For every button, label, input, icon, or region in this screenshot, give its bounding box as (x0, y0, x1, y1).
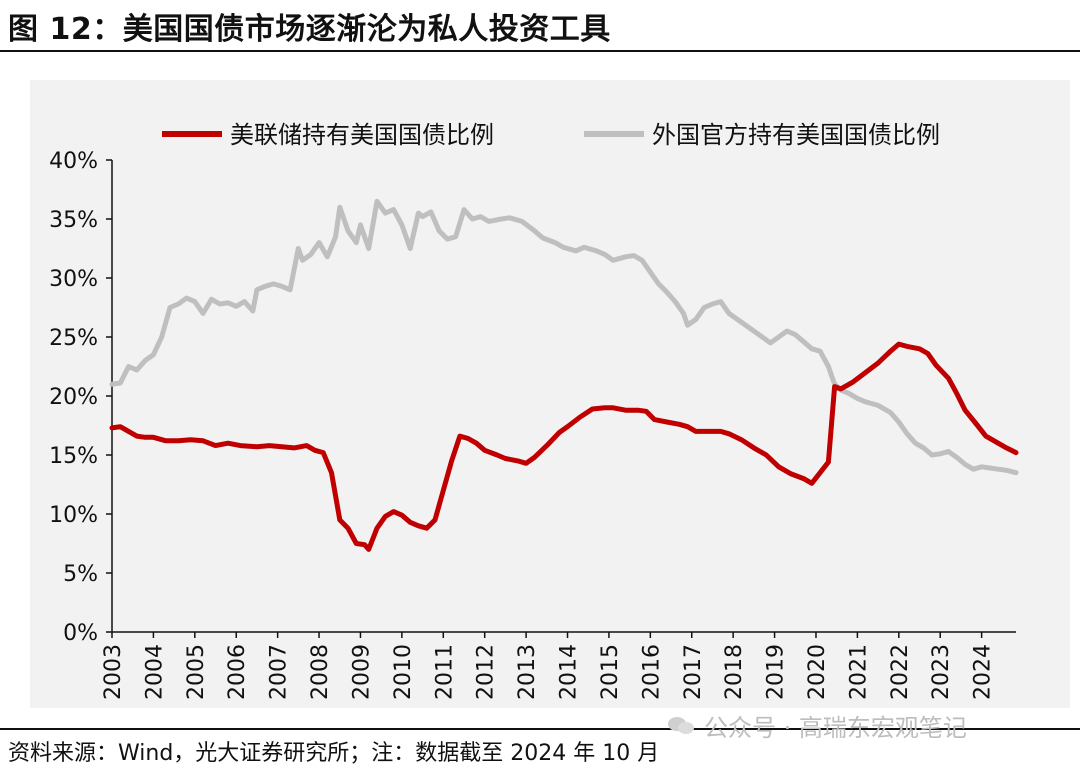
x-tick-label: 2010 (391, 644, 416, 700)
x-tick-label: 2013 (515, 644, 540, 700)
source-note: 资料来源：Wind，光大证券研究所；注：数据截至 2024 年 10 月 (8, 741, 660, 766)
x-tick-label: 2008 (308, 644, 333, 700)
title-divider (0, 50, 1080, 52)
x-tick-label: 2020 (805, 644, 830, 700)
x-tick-label: 2012 (474, 644, 499, 700)
y-tick-label: 35% (49, 208, 98, 233)
legend-label: 外国官方持有美国国债比例 (652, 121, 940, 149)
y-tick-label: 10% (49, 503, 98, 528)
y-tick-label: 15% (49, 444, 98, 469)
y-tick-label: 25% (49, 326, 98, 351)
x-tick-label: 2023 (929, 644, 954, 700)
x-tick-label: 2003 (101, 644, 126, 700)
chart-series (109, 198, 1019, 552)
x-tick-label: 2011 (432, 644, 457, 700)
x-tick-label: 2021 (846, 644, 871, 700)
wechat-icon (668, 715, 696, 737)
foreign-official-holdings-line (109, 198, 1019, 476)
legend-label: 美联储持有美国国债比例 (230, 121, 494, 149)
footer-divider (0, 728, 1080, 730)
x-tick-label: 2009 (349, 644, 374, 700)
x-tick-label: 2016 (639, 644, 664, 700)
y-tick-label: 5% (63, 562, 98, 587)
y-tick-label: 40% (49, 149, 98, 174)
fed-holdings-line (109, 341, 1019, 552)
chart-legend: 美联储持有美国国债比例 外国官方持有美国国债比例 (162, 121, 940, 149)
x-axis: 2003 2004 2005 2006 2007 2008 2009 2010 2011 2012… (101, 631, 1016, 700)
x-tick-label: 2007 (267, 644, 292, 700)
x-tick-label: 2018 (722, 644, 747, 700)
x-tick-label: 2014 (557, 644, 582, 700)
watermark-text: 公众号 · 高瑞东宏观笔记 (704, 714, 967, 742)
x-tick-label: 2017 (681, 644, 706, 700)
x-tick-label: 2015 (598, 644, 623, 700)
x-tick-label: 2004 (142, 644, 167, 700)
x-tick-label: 2024 (971, 644, 996, 700)
y-tick-label: 0% (63, 621, 98, 646)
x-tick-label: 2005 (184, 644, 209, 700)
x-tick-label: 2019 (764, 644, 789, 700)
x-tick-label: 2022 (888, 644, 913, 700)
y-axis: 0% 5% 10% 15% 20% 25% 30% 35% 40% (49, 149, 113, 646)
y-tick-label: 30% (49, 267, 98, 292)
x-tick-label: 2006 (225, 644, 250, 700)
watermark: 公众号 · 高瑞东宏观笔记 (668, 708, 967, 743)
y-tick-label: 20% (49, 385, 98, 410)
figure-title: 图 12：美国国债市场逐渐沦为私人投资工具 (8, 12, 611, 47)
chart-background (30, 80, 1070, 708)
